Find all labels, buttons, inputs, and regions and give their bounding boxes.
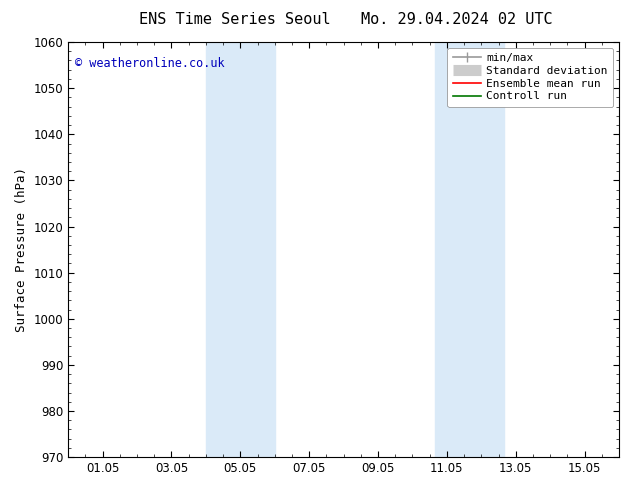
- Bar: [206, 42, 275, 457]
- Text: Mo. 29.04.2024 02 UTC: Mo. 29.04.2024 02 UTC: [361, 12, 552, 27]
- Y-axis label: Surface Pressure (hPa): Surface Pressure (hPa): [15, 167, 28, 332]
- Text: ENS Time Series Seoul: ENS Time Series Seoul: [139, 12, 330, 27]
- Legend: min/max, Standard deviation, Ensemble mean run, Controll run: min/max, Standard deviation, Ensemble me…: [448, 48, 614, 107]
- Text: © weatheronline.co.uk: © weatheronline.co.uk: [75, 56, 224, 70]
- Bar: [436, 42, 504, 457]
